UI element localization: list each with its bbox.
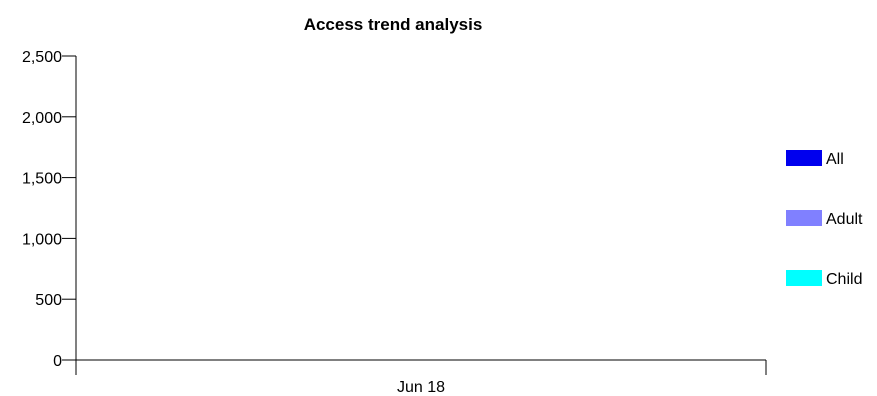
legend-label-child: Child [826,271,862,288]
x-axis-ticks: Jun 18 [75,360,767,396]
y-tick-label: 1,000 [22,231,62,248]
y-axis-ticks: 0 500 1,000 1,500 2,000 2,500 [22,49,76,370]
legend-label-all: All [826,151,844,168]
legend-label-adult: Adult [826,211,863,228]
chart-title: Access trend analysis [304,15,483,34]
legend-swatch-child [786,270,822,286]
legend-swatch-all [786,150,822,166]
y-tick-label: 2,500 [22,49,62,66]
legend-swatch-adult [786,210,822,226]
y-tick-label: 500 [35,292,62,309]
x-tick-label: Jun 18 [397,379,445,396]
y-tick-label: 0 [53,353,62,370]
y-tick-label: 1,500 [22,171,62,188]
legend: All Adult Child [786,150,863,288]
y-tick-label: 2,000 [22,110,62,127]
